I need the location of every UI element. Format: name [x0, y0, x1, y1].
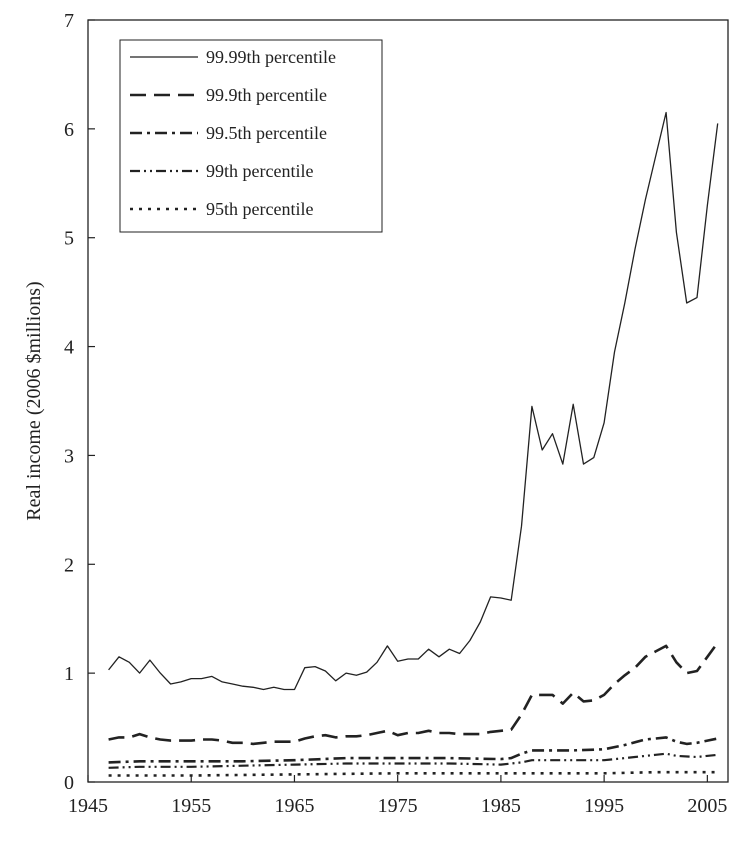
y-axis-title: Real income (2006 $millions): [23, 281, 45, 520]
legend-label-3: 99th percentile: [206, 161, 313, 181]
legend-box: [119, 39, 383, 233]
series-line-4: [108, 770, 718, 777]
series-layer: [108, 111, 719, 777]
series-line-3: [108, 752, 718, 769]
y-tick-label: 6: [64, 119, 74, 141]
legend-label-1: 99.9th percentile: [206, 85, 327, 105]
x-tick-label: 1975: [378, 795, 418, 817]
x-tick-label: 1995: [584, 795, 624, 817]
x-axis: 1945 1955 1965 1975 1985 1995 2005: [68, 775, 727, 817]
series-line-0: [108, 111, 719, 691]
series-line-2: [108, 736, 718, 764]
legend-label-0: 99.99th percentile: [206, 47, 336, 67]
y-tick-label: 5: [64, 228, 74, 250]
y-tick-label: 1: [64, 663, 74, 685]
x-tick-label: 1945: [68, 795, 108, 817]
y-tick-label: 4: [64, 337, 74, 359]
series-line-1: [108, 641, 719, 746]
y-tick-label: 0: [64, 772, 74, 794]
legend: 99.99th percentile 99.9th percentile 99.5t…: [119, 39, 383, 233]
x-tick-label: 1985: [481, 795, 521, 817]
legend-label-2: 99.5th percentile: [206, 123, 327, 143]
x-tick-label: 1955: [171, 795, 211, 817]
y-tick-label: 7: [64, 10, 74, 32]
x-tick-label: 2005: [687, 795, 727, 817]
plot-frame: [87, 19, 729, 783]
y-tick-label: 2: [64, 554, 74, 576]
y-axis: 0 1 2 3 4 5 6 7: [64, 10, 95, 794]
y-tick-label: 3: [64, 445, 74, 467]
x-tick-label: 1965: [274, 795, 314, 817]
legend-label-4: 95th percentile: [206, 199, 313, 219]
